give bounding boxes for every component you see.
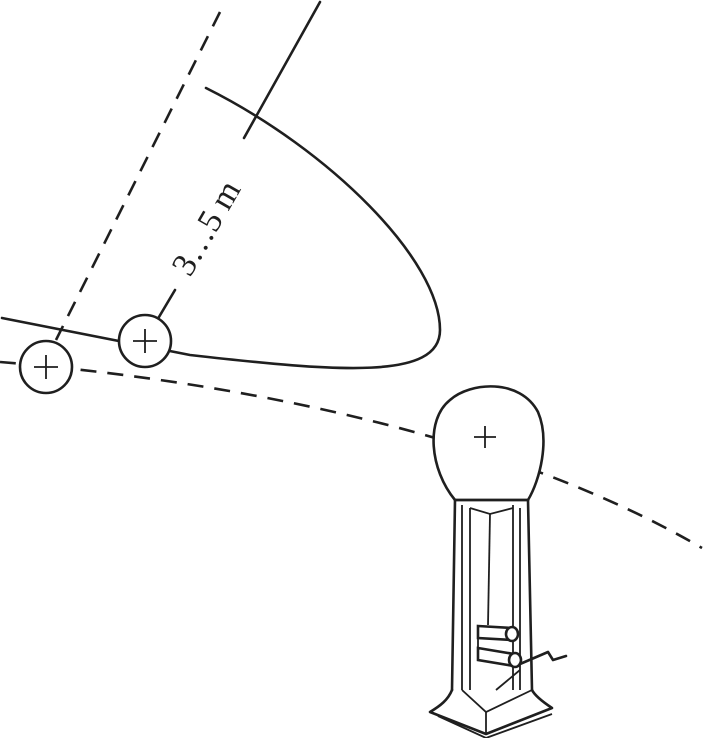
dimension-line-lower [154, 288, 177, 324]
plus-icon [474, 426, 496, 448]
distance-label: 3…5 m [165, 174, 249, 282]
dashed-guide-line [54, 11, 222, 341]
pivot-marker-left [18, 339, 74, 395]
solid-guide-line [242, 0, 322, 140]
pedestal-stand [428, 385, 568, 738]
parabolic-curve [0, 86, 442, 370]
pivot-marker-middle [117, 313, 173, 369]
dashed-trajectory-line [0, 360, 703, 550]
